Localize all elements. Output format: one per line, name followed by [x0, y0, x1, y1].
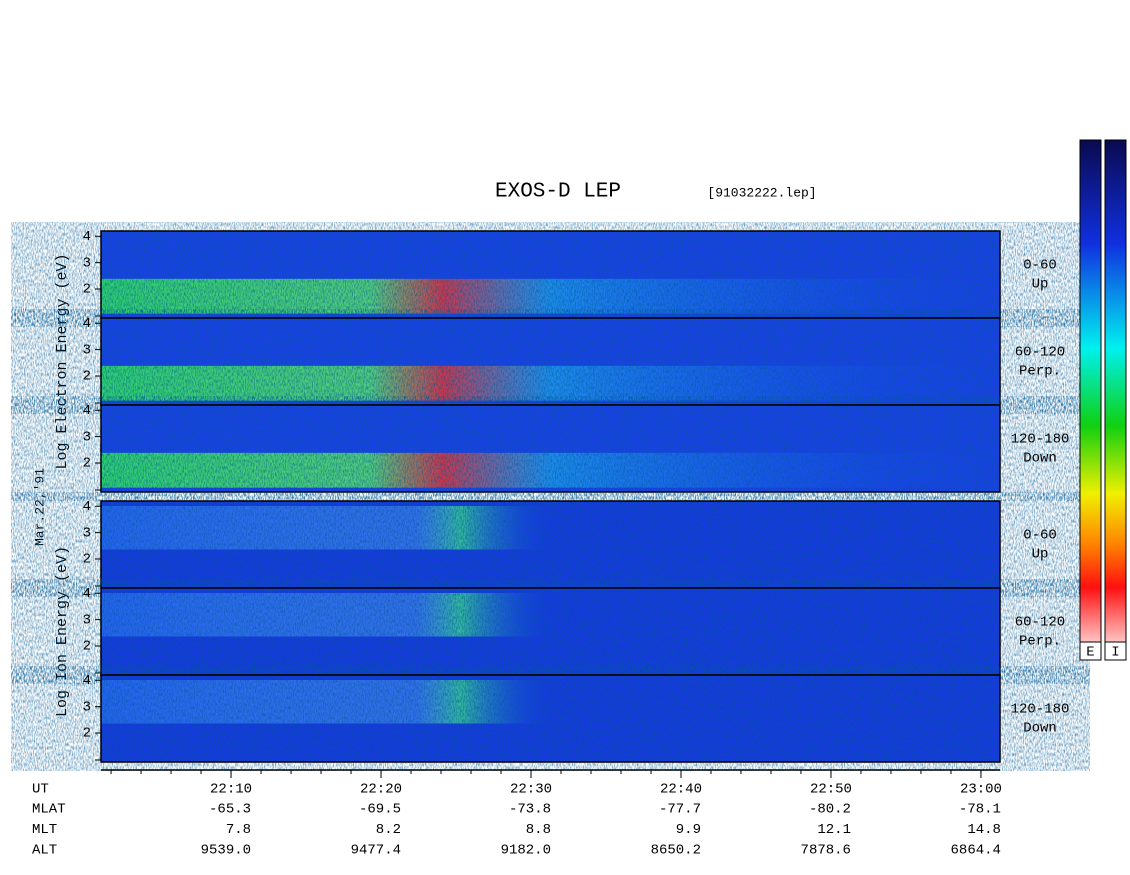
y-tick-label: 3 [83, 699, 91, 715]
orbit-value: 6864.4 [951, 843, 1001, 859]
panel-direction: Perp. [1019, 364, 1061, 380]
panel-direction: Up [1032, 277, 1049, 293]
orbit-label: ALT [32, 843, 57, 859]
orbit-value: -73.8 [509, 802, 551, 818]
panel-angle: 0-60 [1023, 258, 1057, 274]
orbit-value: 8650.2 [651, 843, 701, 859]
panel-frame [100, 404, 1001, 493]
y-tick-label: 4 [83, 673, 91, 689]
colorbar-label-box [1079, 641, 1102, 661]
y-tick-label: 4 [83, 403, 91, 419]
panel-frame [100, 674, 1001, 763]
file-name: [91032222.lep] [707, 185, 816, 200]
panel-angle: 120-180 [1011, 702, 1070, 718]
y-tick-label: 4 [83, 499, 91, 515]
y-tick-label: 2 [83, 639, 91, 655]
orbit-value: 9477.4 [351, 843, 401, 859]
orbit-value: 8.2 [376, 822, 401, 838]
colorbar [1079, 139, 1102, 661]
spectrogram-noise [101, 405, 1000, 492]
spectrogram-noise [101, 675, 1000, 762]
orbit-value: 7878.6 [801, 843, 851, 859]
group-label: Log Electron Energy (eV) [54, 253, 71, 469]
spectrogram-noise [101, 588, 1000, 675]
y-tick-label: 3 [83, 525, 91, 541]
spectrogram-noise [101, 318, 1000, 405]
orbit-label: MLT [32, 822, 57, 838]
y-tick-label: 2 [83, 552, 91, 568]
x-tick-label: 22:50 [810, 782, 852, 798]
panel-direction: Down [1023, 721, 1057, 737]
title: EXOS-D LEP [495, 181, 621, 204]
y-tick-label: 3 [83, 255, 91, 271]
panels: Log Electron Energy (eV) 2 3 4 0-60 Up 2 3 4 60-1… [32, 229, 1069, 859]
colorbar-label: I [1111, 645, 1119, 661]
orbit-value: -65.3 [209, 802, 251, 818]
colorbar-label-box [1104, 641, 1127, 661]
panel-angle: 60-120 [1015, 615, 1065, 631]
y-tick-label: 2 [83, 726, 91, 742]
orbit-value: 8.8 [526, 822, 551, 838]
colorbar-label: E [1086, 645, 1094, 661]
panel-direction: Perp. [1019, 634, 1061, 650]
y-tick-label: 2 [83, 456, 91, 472]
orbit-value: -77.7 [659, 802, 701, 818]
orbit-value: 7.8 [226, 822, 251, 838]
panel-direction: Down [1023, 451, 1057, 467]
orbit-value: 9539.0 [201, 843, 251, 859]
y-tick-label: 3 [83, 612, 91, 628]
orbit-value: -80.2 [809, 802, 851, 818]
orbit-value: 12.1 [817, 822, 851, 838]
x-tick-label: 22:20 [360, 782, 402, 798]
panel-angle: 60-120 [1015, 345, 1065, 361]
date: Mar.22,'91 [32, 468, 47, 546]
orbit-value: -78.1 [959, 802, 1001, 818]
colorbar [1104, 139, 1127, 661]
x-tick-label: 22:10 [210, 782, 252, 798]
orbit-label: UT [32, 782, 49, 798]
x-tick-label: 22:40 [660, 782, 702, 798]
group-label: Log Ion Energy (eV) [54, 546, 71, 717]
orbit-value: 9.9 [676, 822, 701, 838]
orbit-label: MLAT [32, 802, 66, 818]
orbit-value: 14.8 [967, 822, 1001, 838]
panel-angle: 120-180 [1011, 432, 1070, 448]
y-tick-label: 2 [83, 282, 91, 298]
orbit-value: -69.5 [359, 802, 401, 818]
orbit-value: 9182.0 [501, 843, 551, 859]
y-tick-label: 2 [83, 369, 91, 385]
panel-direction: Up [1032, 547, 1049, 563]
panel-angle: 0-60 [1023, 528, 1057, 544]
y-tick-label: 3 [83, 342, 91, 358]
x-tick-label: 22:30 [510, 782, 552, 798]
y-tick-label: 4 [83, 229, 91, 245]
spectrogram-noise [101, 231, 1000, 318]
spectrogram-noise [101, 501, 1000, 588]
y-tick-label: 4 [83, 586, 91, 602]
y-tick-label: 3 [83, 429, 91, 445]
x-tick-label: 23:00 [960, 782, 1002, 798]
y-tick-label: 4 [83, 316, 91, 332]
